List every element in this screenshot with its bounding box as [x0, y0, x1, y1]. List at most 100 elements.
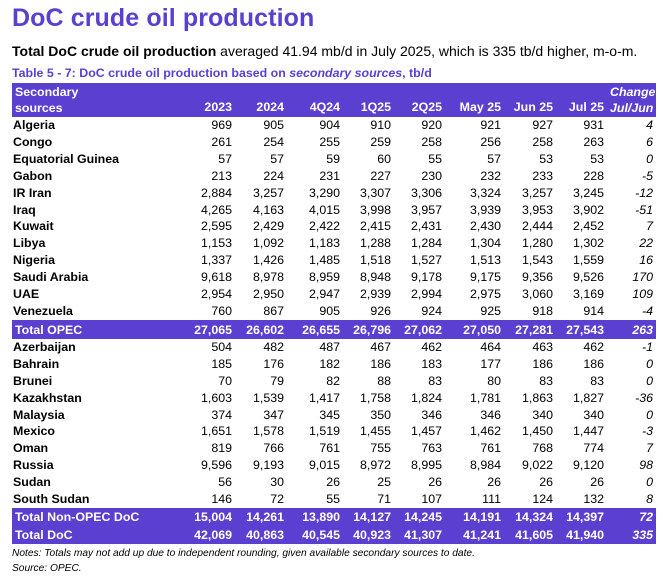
- cell-value: 1,462: [469, 424, 501, 439]
- cell-value: 340: [583, 407, 604, 422]
- cell-value: 761: [319, 441, 340, 456]
- cell-value: 1,543: [521, 253, 553, 268]
- cell-value: 1,578: [252, 424, 284, 439]
- row-label: Sudan: [13, 475, 51, 490]
- cell-value: 905: [287, 302, 343, 321]
- subtitle: Total DoC crude oil production averaged …: [12, 43, 637, 59]
- cell-value: 774: [583, 441, 604, 456]
- cell-change: 98: [639, 458, 653, 473]
- cell-change: 109: [632, 287, 653, 302]
- row-label: Oman: [13, 441, 49, 456]
- subtitle-bold: Total DoC crude oil production: [12, 43, 217, 59]
- opec-row: Algeria 969 905 904 910 920 921 927 931 4: [12, 117, 656, 134]
- header-col-7: Jul 25: [556, 83, 607, 117]
- header-change-line2: Jul/Jun: [610, 100, 654, 115]
- cell-change: 22: [639, 236, 653, 251]
- cell-value: 14,127: [343, 507, 394, 526]
- caption-suffix: , tb/d: [402, 66, 432, 80]
- cell-value: 925: [445, 302, 504, 321]
- cell-value: 1,450: [521, 424, 553, 439]
- header-label-line1: Secondary: [15, 85, 79, 99]
- cell-value: 2,954: [200, 287, 232, 302]
- cell-value: 9,178: [410, 270, 442, 285]
- cell-value: 83: [590, 373, 604, 388]
- cell-value: 56: [218, 475, 232, 490]
- cell-value: 72: [270, 492, 284, 507]
- header-label-line2: sources: [15, 100, 63, 115]
- cell-value: 347: [263, 407, 284, 422]
- cell-value: 1,651: [200, 424, 232, 439]
- cell-value: 256: [480, 134, 501, 149]
- row-label: Azerbaijan: [13, 339, 76, 354]
- cell-value: 80: [487, 373, 501, 388]
- cell-value: 254: [263, 134, 284, 149]
- cell-value: 918: [504, 302, 556, 321]
- cell-value: 14,261: [235, 507, 287, 526]
- row-label: Russia: [13, 458, 54, 473]
- cell-value: 2,994: [410, 287, 442, 302]
- cell-value: 904: [319, 118, 340, 132]
- cell-value: 71: [377, 492, 391, 507]
- cell-value: 53: [590, 151, 604, 166]
- cell-change: 6: [646, 134, 653, 149]
- row-label: Iraq: [13, 202, 36, 217]
- cell-value: 1,559: [572, 253, 604, 268]
- cell-change: -4: [607, 302, 656, 321]
- cell-value: 111: [482, 492, 501, 507]
- nonopec-row: South Sudan 146 72 55 71 107 111 124 132 8: [12, 491, 656, 508]
- cell-value: 346: [480, 407, 501, 422]
- cell-value: 350: [370, 407, 391, 422]
- cell-change: 0: [646, 373, 653, 388]
- row-label: Saudi Arabia: [13, 270, 89, 285]
- row-label: Congo: [13, 134, 53, 149]
- cell-change: 7: [646, 219, 653, 234]
- cell-value: 1,455: [359, 424, 391, 439]
- cell-change: 8: [646, 492, 653, 507]
- opec-row: Iraq 4,265 4,163 4,015 3,998 3,957 3,939 3,953 3…: [12, 202, 656, 219]
- header-col-0: 2023: [176, 83, 235, 117]
- header-col-6: Jun 25: [504, 83, 556, 117]
- nonopec-row: Azerbaijan 504 482 487 467 462 464 463 462 -1: [12, 339, 656, 356]
- nonopec-row: Mexico 1,651 1,578 1,519 1,455 1,457 1,462 1,45…: [12, 423, 656, 440]
- cell-value: 2,939: [359, 287, 391, 302]
- cell-value: 464: [480, 339, 501, 354]
- cell-value: 1,288: [359, 236, 391, 251]
- cell-value: 9,596: [200, 458, 232, 473]
- cell-value: 8,995: [410, 458, 442, 473]
- cell-value: 41,307: [394, 525, 445, 544]
- cell-value: 1,518: [359, 253, 391, 268]
- cell-value: 1,827: [572, 390, 604, 405]
- cell-value: 1,304: [469, 236, 501, 251]
- opec-row: Congo 261 254 255 259 258 256 258 263 6: [12, 134, 656, 151]
- cell-value: 176: [263, 356, 284, 371]
- opec-row: Libya 1,153 1,092 1,183 1,288 1,284 1,304 1,280…: [12, 235, 656, 252]
- cell-value: 1,824: [410, 390, 442, 405]
- cell-value: 760: [176, 302, 235, 321]
- cell-value: 59: [326, 151, 340, 166]
- cell-value: 177: [480, 356, 501, 371]
- cell-value: 2,452: [572, 219, 604, 234]
- cell-value: 230: [421, 168, 442, 183]
- cell-value: 2,950: [252, 287, 284, 302]
- cell-value: 1,183: [308, 236, 340, 251]
- cell-value: 1,603: [200, 390, 232, 405]
- cell-value: 41,241: [445, 525, 504, 544]
- cell-value: 969: [211, 118, 232, 132]
- row-label: Total OPEC: [12, 320, 176, 339]
- cell-value: 26: [428, 475, 442, 490]
- row-label: Total Non-OPEC DoC: [12, 507, 176, 526]
- cell-value: 2,595: [200, 219, 232, 234]
- cell-value: 1,302: [572, 236, 604, 251]
- cell-value: 1,863: [521, 390, 553, 405]
- table-header: Secondary sources 2023 2024 4Q24 1Q25 2Q25 May…: [12, 83, 656, 117]
- cell-value: 462: [421, 339, 442, 354]
- cell-value: 42,069: [176, 525, 235, 544]
- caption-prefix: Table 5 - 7: DoC crude oil production ba…: [12, 66, 290, 80]
- cell-value: 867: [235, 302, 287, 321]
- cell-value: 57: [487, 151, 501, 166]
- table-body: Algeria 969 905 904 910 920 921 927 931 4 Congo 261…: [12, 117, 656, 544]
- nonopec-row: Brunei 70 79 82 88 83 80 83 83 0: [12, 373, 656, 390]
- cell-value: 3,245: [572, 185, 604, 200]
- cell-value: 14,191: [445, 507, 504, 526]
- cell-value: 2,444: [521, 219, 553, 234]
